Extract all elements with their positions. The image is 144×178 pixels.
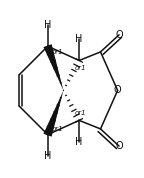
- Polygon shape: [44, 90, 64, 136]
- Text: H: H: [44, 20, 51, 30]
- Polygon shape: [44, 45, 64, 90]
- Text: H: H: [44, 151, 51, 161]
- Text: H: H: [75, 137, 83, 147]
- Text: H: H: [75, 34, 83, 44]
- Text: or1: or1: [52, 49, 64, 55]
- Text: or1: or1: [75, 110, 87, 116]
- Text: O: O: [115, 30, 123, 40]
- Text: O: O: [115, 141, 123, 151]
- Text: or1: or1: [75, 65, 87, 71]
- Text: O: O: [114, 85, 121, 95]
- Text: or1: or1: [52, 126, 64, 132]
